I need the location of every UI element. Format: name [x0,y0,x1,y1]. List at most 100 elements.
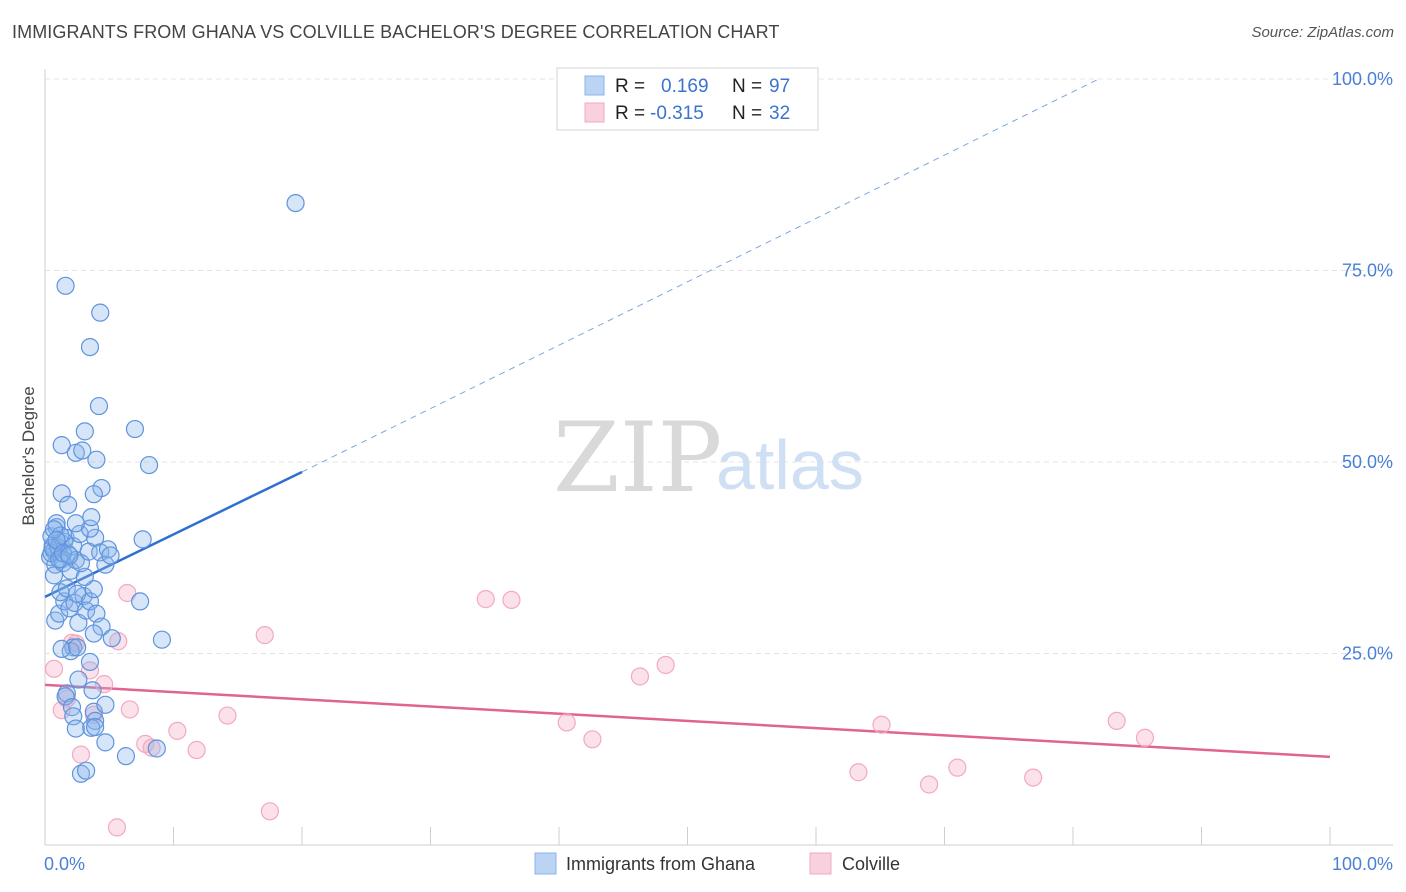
axes [44,69,1393,846]
colville-point [52,701,71,720]
ghana-point [70,524,89,544]
legend-n-value-1: 97 [769,76,790,97]
colville-point [118,583,137,603]
colville-point [1135,728,1155,747]
ghana-point [71,764,91,783]
watermark: ZIP atlas [553,402,864,514]
colville-point [557,713,576,732]
ghana-trend-line [44,470,303,598]
ghana-point [116,747,136,766]
y-tick-label: 50.0% [1342,452,1393,472]
legend-n-label-1: N = [732,76,762,97]
y-tick-label: 25.0% [1342,644,1393,664]
colville-point [919,775,939,794]
ghana-point [133,530,152,549]
x-tick-label-max: 100.0% [1332,854,1393,874]
colville-point [948,758,967,777]
colville-point [44,659,64,678]
ghana-point [52,484,71,503]
ghana-point [96,733,115,752]
y-tick-labels: 100.0% 75.0% 50.0% 25.0% [1332,69,1393,664]
colville-point [1024,768,1043,787]
colville-point [849,763,868,782]
ghana-point [125,419,145,439]
legend-r-label-2: R = [615,103,645,124]
ghana-point [57,684,76,703]
y-tick-label: 100.0% [1332,69,1393,89]
ghana-point [59,495,78,514]
ghana-point [286,193,305,213]
ghana-point [101,546,120,565]
bottom-legend-swatch-ghana [534,852,557,875]
ghana-point [102,629,121,648]
colville-point [120,700,139,719]
colville-point [71,745,91,764]
colville-point [872,715,891,734]
ghana-points [41,193,305,783]
source-credit: Source: ZipAtlas.com [1251,24,1394,41]
colville-point [502,590,521,609]
ghana-point [75,422,94,441]
colville-point [255,626,274,645]
bottom-legend-swatch-colville [809,852,832,875]
colville-points [44,583,1155,837]
ghana-point [92,617,111,636]
ghana-point [91,303,110,322]
colville-point [1107,711,1126,731]
ghana-point [60,546,79,565]
ghana-point [80,652,100,672]
colville-point [168,721,187,740]
ghana-point [56,276,75,295]
ghana-point [73,441,92,460]
ghana-point [68,638,87,657]
colville-point [583,730,602,749]
ghana-point [89,396,109,416]
ghana-point [152,630,172,649]
colville-trend-line [44,683,1331,759]
legend-box: R = 0.169 N = 97 R = -0.315 N = 32 [556,67,819,131]
trend-lines [44,78,1331,759]
legend-n-label-2: N = [732,103,762,124]
ghana-point [52,436,71,455]
ghana-point [96,695,115,714]
ghana-point [82,508,101,527]
watermark-zip: ZIP [553,402,722,514]
chart-title: IMMIGRANTS FROM GHANA VS COLVILLE BACHEL… [12,22,780,42]
legend-r-value-1: 0.169 [661,76,709,97]
ghana-point [75,567,94,587]
ghana-point [84,485,103,504]
colville-point [630,667,650,686]
ghana-point [62,698,82,717]
colville-point [107,818,127,837]
ghana-point [44,566,64,585]
ghana-point [84,580,103,599]
legend-r-value-2: -0.315 [650,103,704,124]
legend-n-value-2: 32 [769,103,790,124]
y-axis-label: Bachelor's Degree [19,386,38,525]
gridlines [45,78,1393,654]
legend-swatch-colville [584,102,605,123]
colville-point [142,738,161,757]
ghana-point [52,639,71,659]
ghana-point [66,514,85,533]
bottom-legend-label-ghana: Immigrants from Ghana [566,854,756,874]
ghana-point [77,761,96,780]
ghana-point [69,670,88,689]
ghana-point [56,687,75,706]
ghana-point [44,520,64,539]
ghana-point [80,338,100,357]
colville-point [187,740,206,760]
x-tick-labels: 0.0% 100.0% [44,854,1393,874]
ghana-point [77,601,96,620]
colville-point [476,590,495,609]
ghana-point [130,592,150,611]
ghana-trend-extension [301,78,1099,473]
ghana-point [83,681,102,700]
ghana-point [57,579,76,598]
colville-point [656,655,675,675]
ghana-point [80,519,100,538]
colville-point [260,802,279,821]
y-tick-label: 75.0% [1342,261,1393,281]
ghana-point [147,739,166,758]
